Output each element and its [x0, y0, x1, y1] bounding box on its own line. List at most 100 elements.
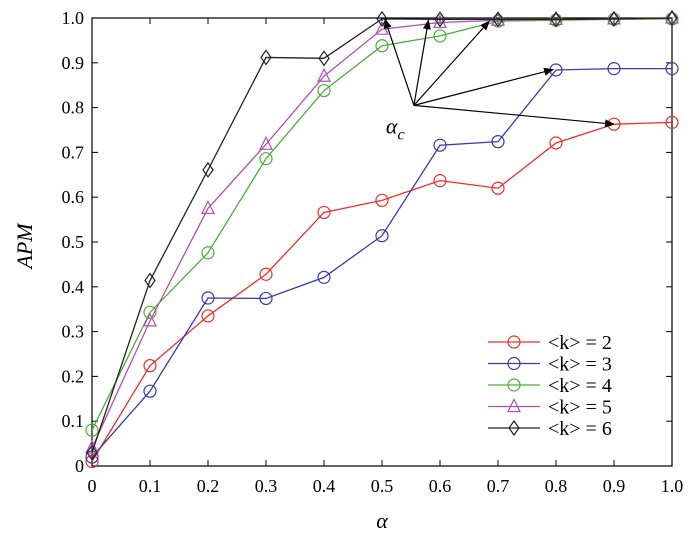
data-point	[317, 83, 331, 98]
data-point	[86, 444, 98, 461]
y-tick-label: 0.6	[62, 187, 85, 207]
data-point	[549, 11, 563, 25]
alpha-c-label: αc	[386, 113, 405, 143]
data-point	[607, 10, 621, 25]
series-line	[91, 121, 673, 462]
data-point	[376, 10, 388, 27]
data-point	[85, 423, 99, 437]
annotation-arrow	[413, 104, 615, 128]
legend: <k> = 2<k> = 3<k> = 4<k> = 5<k> = 6	[488, 332, 612, 440]
legend-label: <k> = 5	[548, 397, 612, 419]
data-point	[259, 135, 273, 150]
y-tick-label: 1.0	[62, 8, 85, 28]
data-point	[491, 181, 505, 195]
data-point	[491, 135, 505, 149]
x-tick-label: 0.9	[603, 476, 626, 496]
legend-entry: <k> = 3	[488, 354, 612, 376]
annotation-arrow	[413, 19, 431, 106]
data-point	[143, 384, 157, 398]
legend-label: <k> = 3	[548, 354, 612, 376]
data-point	[549, 136, 563, 150]
y-tick-label: 0.7	[62, 142, 85, 162]
series-5	[86, 9, 678, 461]
data-point	[201, 309, 215, 323]
legend-label: <k> = 2	[548, 332, 612, 354]
series-line	[91, 18, 673, 431]
x-tick-label: 0.5	[371, 476, 394, 496]
data-point	[665, 115, 679, 129]
legend-entry: <k> = 6	[488, 418, 612, 440]
data-point	[143, 359, 157, 373]
data-point	[375, 39, 389, 53]
data-point	[260, 49, 272, 66]
annotation-arrow	[413, 20, 490, 106]
y-tick-label: 0.5	[62, 232, 85, 252]
legend-entry: <k> = 4	[488, 375, 612, 397]
y-tick-label: 0.1	[62, 411, 85, 431]
data-point	[317, 67, 331, 82]
data-point	[508, 419, 520, 437]
data-point	[144, 272, 156, 289]
x-axis: 0 0.1 0.2 0.3 0.4 0.5 0.6 0.7 0.8 0.9 1.0	[88, 18, 684, 496]
data-point	[507, 335, 521, 349]
data-point	[433, 174, 447, 188]
data-point	[433, 29, 447, 43]
data-point	[85, 454, 99, 469]
x-tick-label: 0.4	[313, 476, 336, 496]
series-1	[85, 115, 679, 469]
data-point	[375, 229, 389, 243]
data-point	[318, 50, 330, 67]
data-point	[259, 152, 273, 166]
data-point	[143, 305, 157, 319]
data-point	[201, 291, 215, 305]
x-tick-label: 0	[88, 476, 97, 496]
data-point	[550, 11, 562, 28]
x-tick-label: 0.7	[487, 476, 510, 496]
alpha-c-annotation: αc	[383, 18, 615, 143]
x-tick-label: 0.2	[197, 476, 220, 496]
data-point	[666, 9, 678, 27]
data-point	[375, 193, 389, 207]
data-point	[85, 439, 99, 454]
data-point	[665, 62, 679, 76]
series-line	[91, 67, 672, 458]
x-tick-label: 1.0	[661, 476, 684, 496]
data-point	[317, 270, 331, 284]
series-layer	[85, 9, 679, 469]
data-point	[202, 161, 214, 178]
x-tick-label: 0.8	[545, 476, 568, 496]
y-tick-label: 0.2	[62, 366, 85, 386]
x-axis-label: α	[376, 508, 388, 533]
data-point	[259, 267, 273, 281]
x-tick-label: 0.1	[139, 476, 162, 496]
y-tick-label: 0.9	[62, 53, 85, 73]
annotation-arrow	[383, 18, 415, 106]
legend-entry: <k> = 5	[488, 397, 612, 419]
legend-label: <k> = 6	[548, 418, 612, 440]
data-point	[507, 356, 521, 371]
data-point	[433, 138, 447, 152]
data-point	[259, 291, 273, 306]
data-point	[143, 312, 157, 327]
data-point	[201, 200, 215, 214]
y-axis-label: APM	[12, 222, 37, 271]
data-point	[507, 378, 521, 392]
data-point	[608, 10, 620, 27]
data-point	[607, 62, 621, 76]
y-tick-label: 0.8	[62, 98, 85, 118]
series-line	[91, 17, 673, 453]
data-point	[665, 9, 679, 24]
legend-label: <k> = 4	[548, 375, 612, 397]
series-2	[85, 62, 679, 464]
y-tick-label: 0.3	[62, 322, 85, 342]
legend-entry: <k> = 2	[488, 332, 612, 354]
data-point	[317, 205, 331, 220]
y-tick-label: 0	[75, 456, 84, 476]
data-point	[507, 398, 521, 413]
data-point	[434, 11, 446, 28]
y-axis: 0 0.1 0.2 0.3 0.4 0.5 0.6 0.7 0.8 0.9 1.0	[62, 8, 672, 476]
y-tick-label: 0.4	[62, 277, 85, 297]
x-tick-label: 0.6	[429, 476, 452, 496]
annotation-arrow	[413, 67, 555, 106]
